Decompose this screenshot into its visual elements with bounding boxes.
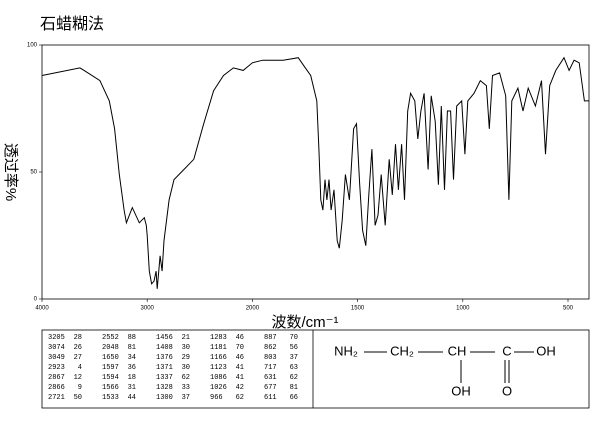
peak-wavenumber: 611	[264, 394, 277, 402]
peak-wavenumber: 1026	[210, 384, 227, 392]
peak-wavenumber: 862	[264, 344, 277, 352]
peak-wavenumber: 1597	[102, 364, 119, 372]
peak-wavenumber: 3049	[48, 354, 65, 362]
peak-transmittance: 37	[290, 354, 298, 362]
peak-transmittance: 62	[182, 374, 190, 382]
peak-wavenumber: 1594	[102, 374, 119, 382]
peak-wavenumber: 1086	[210, 374, 227, 382]
peak-wavenumber: 2923	[48, 364, 65, 372]
peak-transmittance: 41	[236, 364, 244, 372]
peak-transmittance: 62	[236, 394, 244, 402]
peak-transmittance: 18	[128, 374, 136, 382]
y-tick-label: 0	[34, 297, 38, 303]
structure-label: OH	[536, 343, 556, 358]
peak-wavenumber: 887	[264, 334, 277, 342]
structure-label: OH	[451, 383, 471, 398]
peak-wavenumber: 677	[264, 384, 277, 392]
peak-wavenumber: 1123	[210, 364, 227, 372]
x-tick-label: 1000	[456, 306, 470, 312]
peak-wavenumber: 1566	[102, 384, 119, 392]
peak-wavenumber: 966	[210, 394, 223, 402]
y-tick-label: 100	[27, 43, 38, 49]
peak-wavenumber: 1328	[156, 384, 173, 392]
structure-bonds	[364, 351, 534, 383]
peak-transmittance: 28	[74, 334, 82, 342]
peak-wavenumber: 1300	[156, 394, 173, 402]
peak-wavenumber: 1337	[156, 374, 173, 382]
peak-transmittance: 42	[236, 384, 244, 392]
plot-frame	[41, 44, 590, 300]
peak-wavenumber: 1166	[210, 354, 227, 362]
peak-transmittance: 63	[290, 364, 298, 372]
peak-transmittance: 37	[182, 394, 190, 402]
x-tick-label: 4000	[35, 306, 49, 312]
peak-transmittance: 46	[236, 334, 244, 342]
peak-wavenumber: 2867	[48, 374, 65, 382]
peak-wavenumber: 631	[264, 374, 277, 382]
peak-wavenumber: 1376	[156, 354, 173, 362]
peak-transmittance: 46	[236, 354, 244, 362]
structure-label: CH	[448, 343, 467, 358]
peak-wavenumber: 803	[264, 354, 277, 362]
peak-transmittance: 31	[128, 384, 136, 392]
x-tick-label: 3000	[141, 306, 155, 312]
peak-transmittance: 81	[128, 344, 136, 352]
peak-transmittance: 56	[290, 344, 298, 352]
y-axis-label: 透过率%	[2, 143, 19, 201]
peak-transmittance: 50	[74, 394, 82, 402]
peak-transmittance: 30	[182, 364, 190, 372]
peak-wavenumber: 1533	[102, 394, 119, 402]
peak-transmittance: 21	[182, 334, 190, 342]
peak-wavenumber: 1371	[156, 364, 173, 372]
peak-transmittance: 88	[128, 334, 136, 342]
peak-wavenumber: 2721	[48, 394, 65, 402]
peak-transmittance: 41	[236, 374, 244, 382]
peak-wavenumber: 2048	[102, 344, 119, 352]
peak-wavenumber: 1181	[210, 344, 227, 352]
chart-title: 石蜡糊法	[40, 15, 104, 33]
x-tick-label: 2000	[246, 306, 260, 312]
peak-transmittance: 62	[290, 374, 298, 382]
peak-wavenumber: 717	[264, 364, 277, 372]
peak-transmittance: 66	[290, 394, 298, 402]
peak-wavenumber: 3074	[48, 344, 65, 352]
structure-label: CH₂	[390, 343, 414, 358]
table-frame	[41, 329, 590, 409]
structure-label: NH₂	[334, 343, 358, 358]
peak-transmittance: 36	[128, 364, 136, 372]
x-tick-label: 1500	[351, 306, 365, 312]
peak-transmittance: 27	[74, 354, 82, 362]
peak-wavenumber: 1650	[102, 354, 119, 362]
peak-transmittance: 34	[128, 354, 136, 362]
peak-wavenumber: 1456	[156, 334, 173, 342]
peak-transmittance: 12	[74, 374, 82, 382]
peak-wavenumber: 1283	[210, 334, 227, 342]
peak-transmittance: 70	[290, 334, 298, 342]
peak-wavenumber: 1408	[156, 344, 173, 352]
peak-transmittance: 30	[182, 344, 190, 352]
peak-transmittance: 26	[74, 344, 82, 352]
x-tick-label: 500	[563, 306, 574, 312]
x-axis-label: 波数/cm⁻¹	[271, 314, 338, 331]
peak-transmittance: 9	[78, 384, 82, 392]
spectrum-line	[41, 56, 589, 289]
y-tick-label: 50	[30, 170, 37, 176]
structure-label: C	[502, 343, 511, 358]
peak-wavenumber: 3205	[48, 334, 65, 342]
peak-wavenumber: 2552	[102, 334, 119, 342]
peak-wavenumber: 2866	[48, 384, 65, 392]
peak-transmittance: 44	[128, 394, 136, 402]
peak-transmittance: 33	[182, 384, 190, 392]
structure-label: O	[502, 383, 512, 398]
peak-transmittance: 70	[236, 344, 244, 352]
peak-transmittance: 81	[290, 384, 298, 392]
peak-transmittance: 4	[78, 364, 82, 372]
peak-transmittance: 29	[182, 354, 190, 362]
